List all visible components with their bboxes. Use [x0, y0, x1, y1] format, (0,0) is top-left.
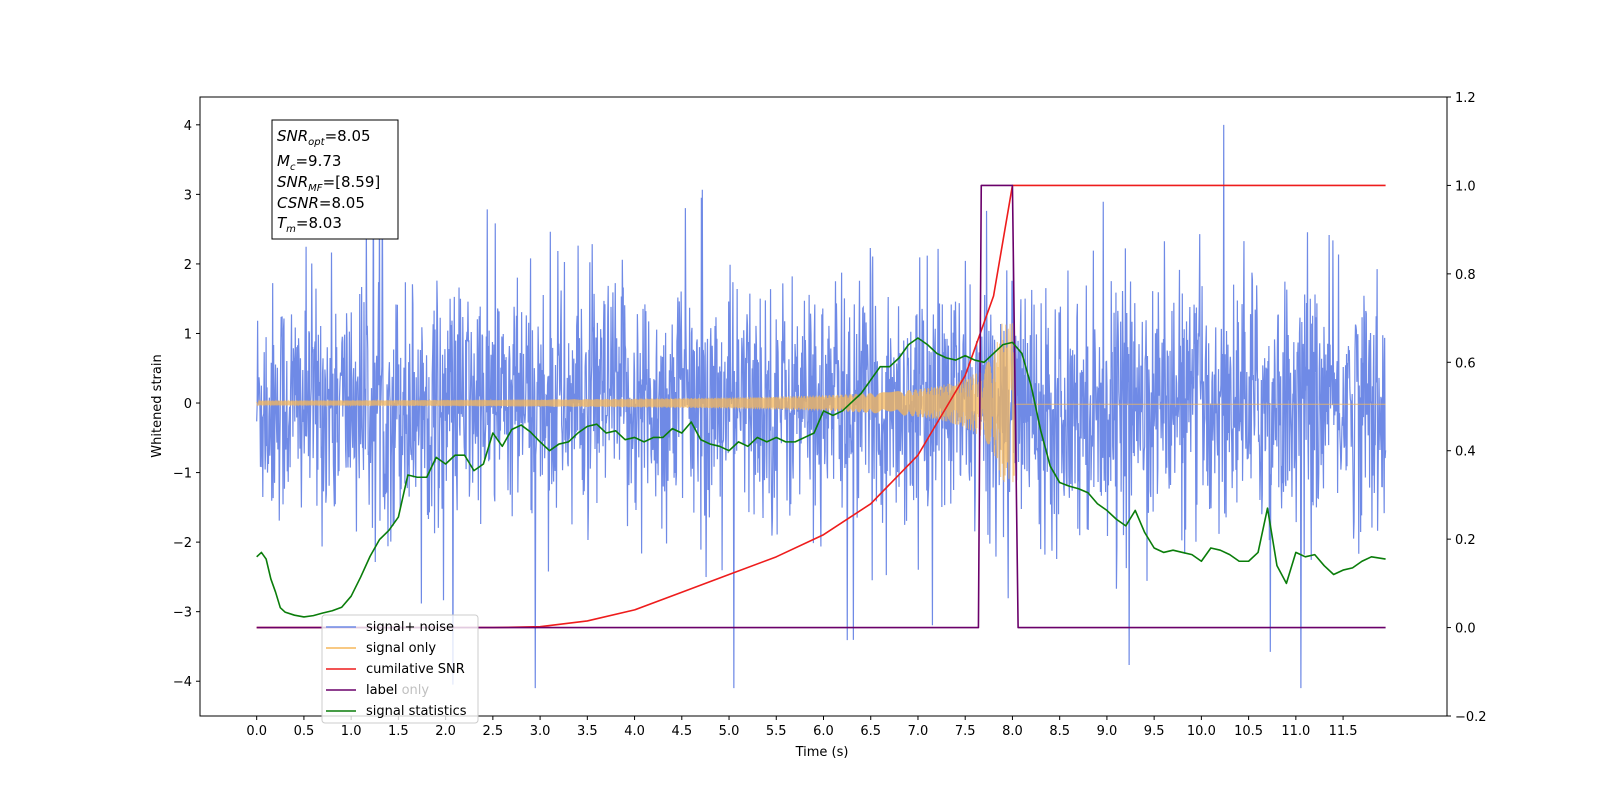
info-box-frame [271, 119, 399, 240]
y-tick-label: 3 [184, 188, 192, 203]
legend-frame [321, 614, 479, 724]
x-tick-label: 5.5 [766, 724, 787, 739]
x-tick-label: 0.5 [294, 724, 315, 739]
y-tick-label: 4 [184, 119, 192, 134]
info-snr-mf: SNRMF=[8.59] [277, 173, 380, 194]
cumulative-snr-line [256, 184, 1386, 629]
x-tick-label: 3.5 [577, 724, 598, 739]
right-axis-series [256, 184, 1386, 629]
y2-tick-label: 0.2 [1455, 533, 1476, 548]
series-signal-only [256, 323, 1386, 483]
x-tick-label: 8.0 [1002, 724, 1023, 739]
x-axis-label: Time (s) [795, 745, 849, 760]
x-tick-label: 2.5 [483, 724, 504, 739]
y-axis-left: 4 3 2 1 0 −1 −2 −3 −4 [173, 119, 200, 690]
y-axis-label: Whitened strain [150, 354, 165, 457]
y2-tick-label: 1.2 [1455, 91, 1476, 106]
y-tick-label: 1 [184, 327, 192, 342]
legend-label: cumilative SNR [366, 662, 465, 677]
legend: signal+ noise signal only cumilative SNR… [321, 614, 479, 724]
info-mc: Mc=9.73 [277, 152, 341, 173]
x-tick-label: 11.0 [1281, 724, 1310, 739]
legend-label: label [366, 683, 397, 698]
legend-item-signal-only: signal only [326, 641, 436, 656]
legend-item-signal-statistics: signal statistics [326, 704, 467, 719]
label-line [256, 184, 1386, 629]
y2-tick-label: 0.6 [1455, 356, 1476, 371]
info-snr-opt: SNRopt=8.05 [277, 127, 371, 148]
x-tick-label: 11.5 [1329, 724, 1358, 739]
legend-label-faded: label only [366, 683, 429, 698]
legend-label: signal+ noise [366, 620, 454, 635]
y2-tick-label: 0.4 [1455, 445, 1476, 460]
x-tick-label: 8.5 [1049, 724, 1070, 739]
legend-label: signal only [366, 641, 436, 656]
y-axis-right: 1.2 1.0 0.8 0.6 0.4 0.2 0.0 −0.2 [1447, 91, 1487, 725]
y-tick-label: −3 [173, 606, 192, 621]
y-tick-label: −4 [173, 675, 192, 690]
series-signal-plus-noise [256, 124, 1387, 689]
x-tick-label: 9.5 [1144, 724, 1165, 739]
legend-item-label: label [326, 683, 397, 698]
y2-tick-label: −0.2 [1455, 710, 1487, 725]
y-tick-label: −1 [173, 467, 192, 482]
y2-tick-label: 0.0 [1455, 622, 1476, 637]
y-tick-label: −2 [173, 536, 192, 551]
x-tick-label: 1.5 [388, 724, 409, 739]
signal-noise-line [256, 124, 1387, 689]
x-tick-label: 7.0 [908, 724, 929, 739]
x-tick-label: 9.0 [1097, 724, 1118, 739]
plot-area [256, 124, 1387, 689]
x-tick-label: 0.0 [246, 724, 267, 739]
x-tick-label: 6.5 [860, 724, 881, 739]
x-axis: 0.0 0.5 1.0 1.5 2.0 2.5 3.0 3.5 4.0 4.5 5.0 5.5 6.0 6… [246, 716, 1358, 739]
x-tick-label: 3.0 [530, 724, 551, 739]
x-tick-label: 10.5 [1234, 724, 1263, 739]
x-tick-label: 4.5 [671, 724, 692, 739]
legend-item-label-only: label only [366, 683, 429, 698]
x-tick-label: 5.0 [719, 724, 740, 739]
signal-statistics-line [256, 337, 1386, 618]
y2-tick-label: 1.0 [1455, 179, 1476, 194]
y2-tick-label: 0.8 [1455, 268, 1476, 283]
info-csnr: CSNR=8.05 [277, 194, 365, 212]
info-box: SNRopt=8.05 Mc=9.73 SNRMF=[8.59] CSNR=8.… [271, 119, 399, 240]
signal-only-line [256, 323, 1386, 483]
y-tick-label: 2 [184, 258, 192, 273]
legend-item-cumulative-snr: cumilative SNR [326, 662, 465, 677]
legend-label: signal statistics [366, 704, 467, 719]
x-tick-label: 4.0 [624, 724, 645, 739]
x-tick-label: 2.0 [435, 724, 456, 739]
x-tick-label: 10.0 [1187, 724, 1216, 739]
x-tick-label: 1.0 [341, 724, 362, 739]
x-tick-label: 6.0 [813, 724, 834, 739]
x-tick-label: 7.5 [955, 724, 976, 739]
legend-item-signal-noise: signal+ noise [326, 620, 454, 635]
y-tick-label: 0 [184, 397, 192, 412]
info-tm: Tm=8.03 [277, 214, 342, 235]
